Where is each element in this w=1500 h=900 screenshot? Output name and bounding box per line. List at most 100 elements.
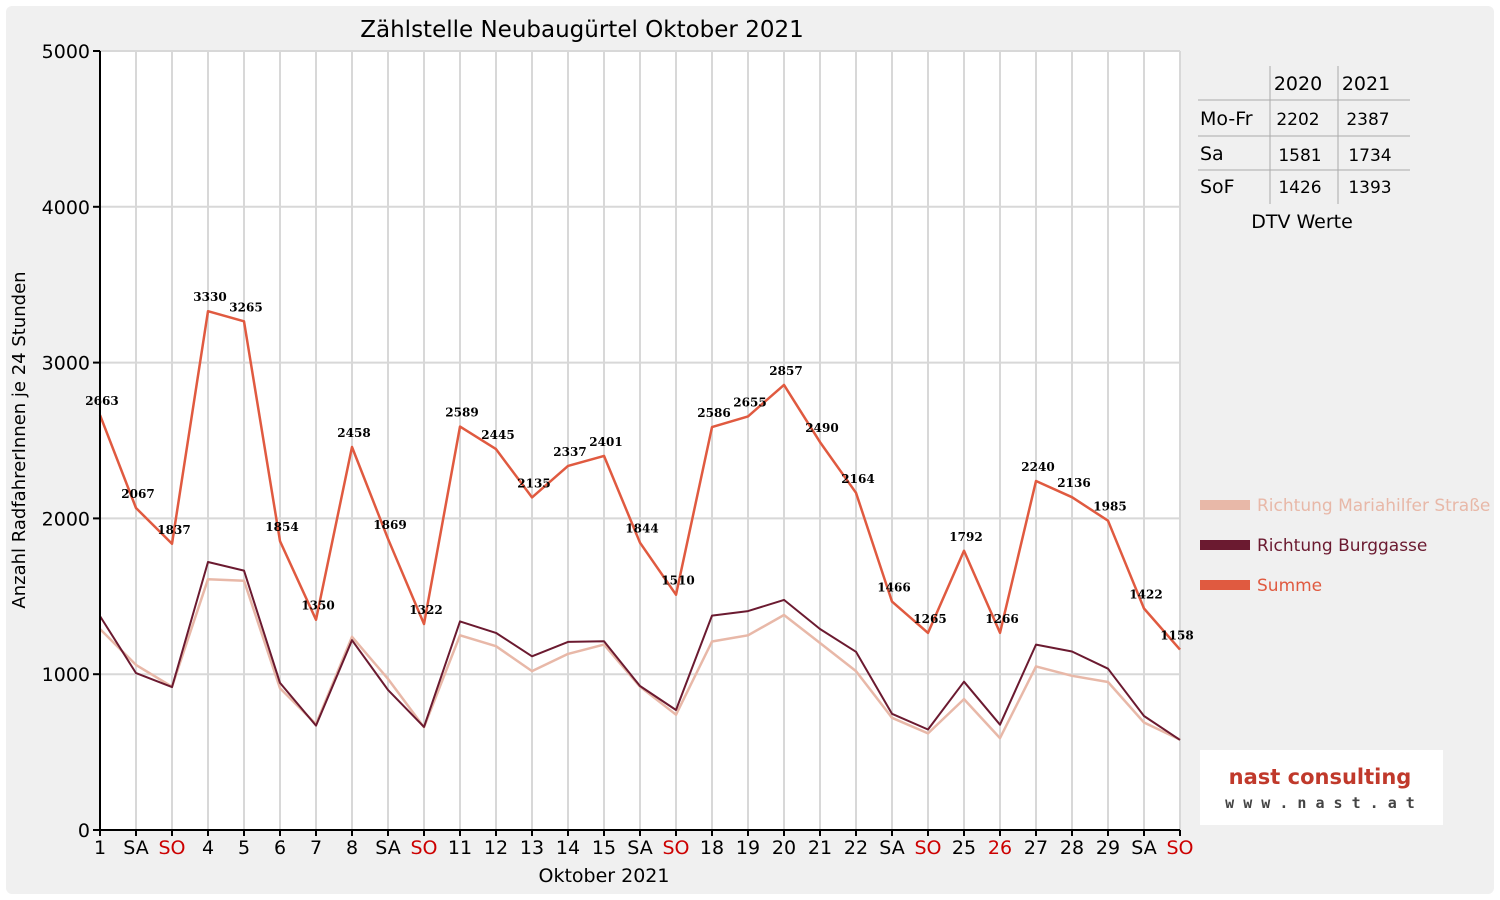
x-tick-label: 13: [520, 837, 544, 859]
logo-name: nast consulting: [1229, 765, 1412, 789]
data-label: 2067: [121, 487, 154, 501]
y-tick-label: 1000: [42, 664, 90, 686]
x-tick-label: SA: [627, 837, 652, 859]
x-tick-label: 5: [238, 837, 250, 859]
x-tick-label: 7: [310, 837, 322, 859]
data-label: 2857: [769, 364, 802, 378]
dtv-cell: 1393: [1348, 178, 1391, 198]
data-label: 1837: [157, 523, 190, 537]
dtv-header-2020: 2020: [1274, 73, 1322, 95]
data-label: 1158: [1160, 629, 1193, 643]
data-label: 1322: [409, 603, 442, 617]
x-tick-label: 25: [952, 837, 976, 859]
x-tick-label: 15: [592, 837, 616, 859]
nast-consulting-logo: nast consulting w w w . n a s t . a t: [1200, 750, 1443, 825]
y-tick-label: 0: [78, 820, 90, 842]
x-tick-label: SO: [158, 837, 185, 859]
dtv-row-label: Mo-Fr: [1200, 108, 1253, 130]
dtv-cell: 2387: [1346, 110, 1389, 130]
legend-label-mariahilfer: Richtung Mariahilfer Straße: [1257, 496, 1490, 516]
chart-title: Zählstelle Neubaugürtel Oktober 2021: [360, 17, 803, 43]
x-tick-label: SA: [879, 837, 904, 859]
dtv-header-2021: 2021: [1342, 73, 1390, 95]
y-axis-label: Anzahl RadfahrerInnen je 24 Stunden: [9, 271, 30, 608]
axes: 0 1000 2000 3000 4000 5000 1 SA SO 4 5 6 7 8 SA SO 11 12 1…: [42, 41, 1194, 859]
dtv-row-label: SoF: [1200, 176, 1235, 198]
x-tick-label: 22: [844, 837, 868, 859]
data-label: 2240: [1021, 460, 1054, 474]
data-label: 2136: [1057, 476, 1090, 490]
data-label: 1792: [949, 530, 982, 544]
x-tick-label: 6: [274, 837, 286, 859]
x-tick-label: SO: [1166, 837, 1193, 859]
y-tick-label: 4000: [42, 197, 90, 219]
data-label: 1265: [913, 612, 946, 626]
x-tick-label: 27: [1024, 837, 1048, 859]
y-tick-label: 3000: [42, 353, 90, 375]
legend-swatch-summe: [1200, 580, 1250, 590]
x-tick-label: 8: [346, 837, 358, 859]
y-tick-label: 2000: [42, 508, 90, 530]
dtv-row-label: Sa: [1200, 143, 1224, 165]
x-tick-label: SO: [662, 837, 689, 859]
series-lines: [98, 309, 1181, 741]
data-label: 1422: [1129, 587, 1162, 601]
x-tick-label: 11: [448, 837, 472, 859]
data-label: 1350: [301, 599, 334, 613]
grid-lines: [100, 50, 1181, 831]
data-label: 1466: [877, 581, 910, 595]
dtv-cell: 1581: [1278, 146, 1321, 166]
data-label: 2401: [589, 435, 622, 449]
x-tick-label: 19: [736, 837, 760, 859]
data-label: 2663: [85, 394, 118, 408]
legend-swatch-mariahilfer: [1200, 500, 1250, 510]
logo-url: w w w . n a s t . a t: [1225, 794, 1415, 812]
x-tick-label: 1: [94, 837, 106, 859]
data-label: 2458: [337, 426, 370, 440]
x-tick-label: 26: [988, 837, 1012, 859]
data-label: 2164: [841, 472, 874, 486]
dtv-cell: 1734: [1348, 146, 1391, 166]
x-tick-label: 14: [556, 837, 580, 859]
data-label: 1266: [985, 612, 1018, 626]
x-tick-label: 29: [1096, 837, 1120, 859]
data-label: 3330: [193, 290, 226, 304]
data-label: 1985: [1093, 500, 1126, 514]
x-tick-label: 12: [484, 837, 508, 859]
x-tick-label: SO: [914, 837, 941, 859]
data-label: 1844: [625, 522, 658, 536]
data-label: 1510: [661, 574, 694, 588]
data-label: 3265: [229, 300, 262, 314]
legend-swatch-burggasse: [1200, 540, 1250, 550]
x-tick-label: SA: [375, 837, 400, 859]
x-tick-label: SO: [410, 837, 437, 859]
series-line-burggasse: [99, 561, 1181, 741]
x-tick-label: 4: [202, 837, 214, 859]
legend: Richtung Mariahilfer Straße Richtung Bur…: [1200, 496, 1490, 596]
x-axis-label: Oktober 2021: [539, 865, 670, 887]
x-tick-label: SA: [123, 837, 148, 859]
data-label: 2589: [445, 406, 478, 420]
data-label: 2490: [805, 421, 838, 435]
y-tick-label: 5000: [42, 41, 90, 63]
data-label: 1854: [265, 520, 298, 534]
x-tick-label: 20: [772, 837, 796, 859]
x-tick-label: 18: [700, 837, 724, 859]
x-tick-label: 21: [808, 837, 832, 859]
x-tick-label: 28: [1060, 837, 1084, 859]
dtv-cell: 2202: [1276, 110, 1319, 130]
x-tick-label: SA: [1131, 837, 1156, 859]
data-label: 2337: [553, 445, 586, 459]
dtv-cell: 1426: [1278, 178, 1321, 198]
legend-label-summe: Summe: [1257, 576, 1322, 596]
data-label: 2135: [517, 476, 550, 490]
series-line-summe: [98, 309, 1181, 651]
dtv-caption: DTV Werte: [1251, 211, 1353, 233]
data-label: 1869: [373, 518, 406, 532]
legend-label-burggasse: Richtung Burggasse: [1257, 536, 1427, 556]
data-label: 2586: [697, 406, 730, 420]
data-label: 2655: [733, 395, 766, 409]
data-label: 2445: [481, 428, 514, 442]
